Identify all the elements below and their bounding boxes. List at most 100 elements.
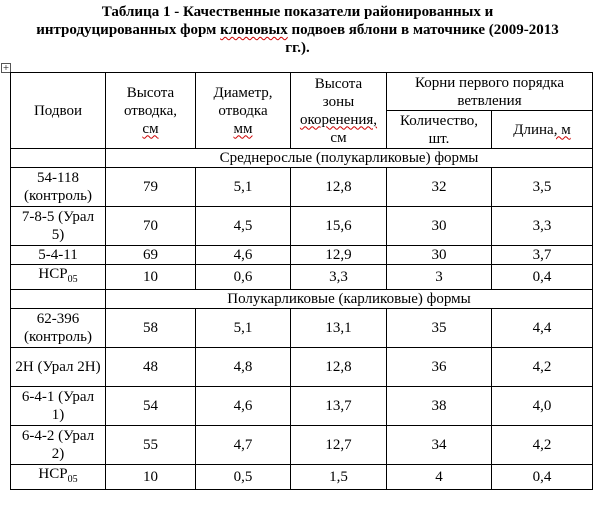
cell-shoot-height: 10 bbox=[105, 464, 196, 490]
cell-count: 30 bbox=[386, 206, 492, 246]
table-row: 62-396 (контроль) 58 5,1 13,1 35 4,4 bbox=[10, 308, 594, 348]
group-empty-cell bbox=[10, 148, 106, 168]
header-row-1: Подвои Высота отводка, см Диаметр, отвод… bbox=[10, 72, 594, 149]
data-table: Подвои Высота отводка, см Диаметр, отвод… bbox=[10, 72, 594, 490]
table-row: 6-4-1 (Урал 1) 54 4,6 13,7 38 4,0 bbox=[10, 386, 594, 426]
table-row: 6-4-2 (Урал 2) 55 4,7 12,7 34 4,2 bbox=[10, 425, 594, 465]
cell-rootstock: 6-4-1 (Урал 1) bbox=[10, 386, 106, 426]
header-diameter: Диаметр, отводка мм bbox=[195, 72, 291, 149]
caption-line-1: Таблица 1 - Качественные показатели райо… bbox=[101, 4, 494, 20]
caption-line-3: гг.). bbox=[285, 40, 310, 56]
cell-rootstock: 5-4-11 bbox=[10, 245, 106, 265]
cell-length: 0,4 bbox=[490, 264, 594, 290]
cell-rootstock: 7-8-5 (Урал 5) bbox=[10, 206, 106, 246]
header-text: отводка bbox=[218, 102, 268, 119]
header-text: см bbox=[330, 129, 347, 146]
cell-count: 38 bbox=[386, 386, 492, 426]
cell-rooting-zone: 12,7 bbox=[290, 425, 387, 465]
group-row: Среднерослые (полукарликовые) формы bbox=[10, 148, 594, 168]
cell-length: 4,2 bbox=[490, 425, 594, 465]
header-roots-group: Корни первого порядка ветвления bbox=[385, 72, 594, 111]
cell-count: 36 bbox=[386, 347, 492, 387]
cell-diameter: 5,1 bbox=[195, 308, 291, 348]
cell-shoot-height: 70 bbox=[105, 206, 196, 246]
cell-length: 0,4 bbox=[490, 464, 594, 490]
table-move-handle-icon[interactable]: + bbox=[1, 63, 11, 73]
cell-count: 3 bbox=[386, 264, 492, 290]
cell-length: 3,7 bbox=[490, 245, 594, 265]
cell-shoot-height: 48 bbox=[105, 347, 196, 387]
cell-length: 3,5 bbox=[490, 167, 594, 207]
cell-rootstock: 6-4-2 (Урал 2) bbox=[10, 425, 106, 465]
cell-shoot-height: 10 bbox=[105, 264, 196, 290]
cell-shoot-height: 69 bbox=[105, 245, 196, 265]
header-text: Диаметр, bbox=[213, 84, 273, 101]
table-row: 7-8-5 (Урал 5) 70 4,5 15,6 30 3,3 bbox=[10, 206, 594, 246]
cell-diameter: 5,1 bbox=[195, 167, 291, 207]
header-row-2: Количество, шт. Длина, м bbox=[11, 110, 594, 149]
subscript-text: 05 bbox=[67, 274, 78, 285]
cell-rooting-zone: 13,1 bbox=[290, 308, 387, 348]
group-title: Среднерослые (полукарликовые) формы bbox=[104, 148, 594, 168]
cell-rootstock: НСР05 bbox=[10, 264, 106, 290]
cell-rootstock: 62-396 (контроль) bbox=[10, 308, 106, 348]
cell-rooting-zone: 1,5 bbox=[290, 464, 387, 490]
cell-count: 34 bbox=[386, 425, 492, 465]
subscript-text: 05 bbox=[67, 474, 78, 485]
header-rootstock: Подвои bbox=[10, 72, 106, 149]
cell-length: 4,0 bbox=[490, 386, 594, 426]
header-text: Высота bbox=[126, 84, 175, 101]
table-caption: Таблица 1 - Качественные показатели райо… bbox=[0, 3, 595, 57]
cell-rooting-zone: 15,6 bbox=[290, 206, 387, 246]
cell-shoot-height: 54 bbox=[105, 386, 196, 426]
cell-shoot-height: 58 bbox=[105, 308, 196, 348]
table-row: НСР05 10 0,5 1,5 4 0,4 bbox=[10, 464, 594, 490]
cell-shoot-height: 55 bbox=[105, 425, 196, 465]
caption-text: подвоев яблони в маточнике (2009-2013 bbox=[287, 22, 559, 38]
header-shoot-height: Высота отводка, см bbox=[105, 72, 196, 149]
cell-length: 4,2 bbox=[490, 347, 594, 387]
cell-rooting-zone: 12,9 bbox=[290, 245, 387, 265]
cell-diameter: 0,6 bbox=[195, 264, 291, 290]
cell-rooting-zone: 3,3 bbox=[290, 264, 387, 290]
header-text: , м bbox=[553, 121, 571, 138]
header-text: Высота bbox=[314, 75, 363, 92]
header-text: см bbox=[142, 120, 159, 137]
table-row: НСР05 10 0,6 3,3 3 0,4 bbox=[10, 264, 594, 290]
group-title: Полукарликовые (карликовые) формы bbox=[104, 289, 594, 309]
cell-diameter: 4,5 bbox=[195, 206, 291, 246]
cell-diameter: 4,8 bbox=[195, 347, 291, 387]
cell-diameter: 0,5 bbox=[195, 464, 291, 490]
cell-count: 30 bbox=[386, 245, 492, 265]
header-text: мм bbox=[233, 120, 253, 137]
cell-rooting-zone: 12,8 bbox=[290, 167, 387, 207]
group-row: Полукарликовые (карликовые) формы bbox=[10, 289, 594, 309]
cell-diameter: 4,6 bbox=[195, 245, 291, 265]
cell-rootstock: 54-118 (контроль) bbox=[10, 167, 106, 207]
header-count: Количество, шт. bbox=[386, 110, 492, 149]
cell-rooting-zone: 12,8 bbox=[290, 347, 387, 387]
cell-rootstock: 2Н (Урал 2Н) bbox=[10, 347, 106, 387]
cell-shoot-height: 79 bbox=[105, 167, 196, 207]
header-text: окоренения, bbox=[299, 111, 378, 128]
caption-line-2: интродуцированных форм клоновых подвоев … bbox=[0, 21, 595, 39]
cell-rootstock: НСР05 bbox=[10, 464, 106, 490]
header-text: отводка, bbox=[123, 102, 177, 119]
cell-rooting-zone: 13,7 bbox=[290, 386, 387, 426]
table-row: 5-4-11 69 4,6 12,9 30 3,7 bbox=[10, 245, 594, 265]
cell-count: 32 bbox=[386, 167, 492, 207]
table-row: 2Н (Урал 2Н) 48 4,8 12,8 36 4,2 bbox=[10, 347, 594, 387]
cell-count: 35 bbox=[386, 308, 492, 348]
table-row: 54-118 (контроль) 79 5,1 12,8 32 3,5 bbox=[10, 167, 594, 207]
header-text: зоны bbox=[322, 93, 355, 110]
caption-spellcheck-word: клоновых bbox=[220, 22, 288, 38]
cell-count: 4 bbox=[386, 464, 492, 490]
caption-text: интродуцированных форм bbox=[36, 22, 221, 38]
group-empty-cell bbox=[10, 289, 106, 309]
cell-length: 4,4 bbox=[490, 308, 594, 348]
cell-length: 3,3 bbox=[490, 206, 594, 246]
header-length: Длина, м bbox=[490, 110, 594, 149]
cell-diameter: 4,6 bbox=[195, 386, 291, 426]
header-rooting-zone: Высота зоны окоренения, см bbox=[290, 72, 387, 149]
header-text: Длина bbox=[513, 121, 554, 138]
